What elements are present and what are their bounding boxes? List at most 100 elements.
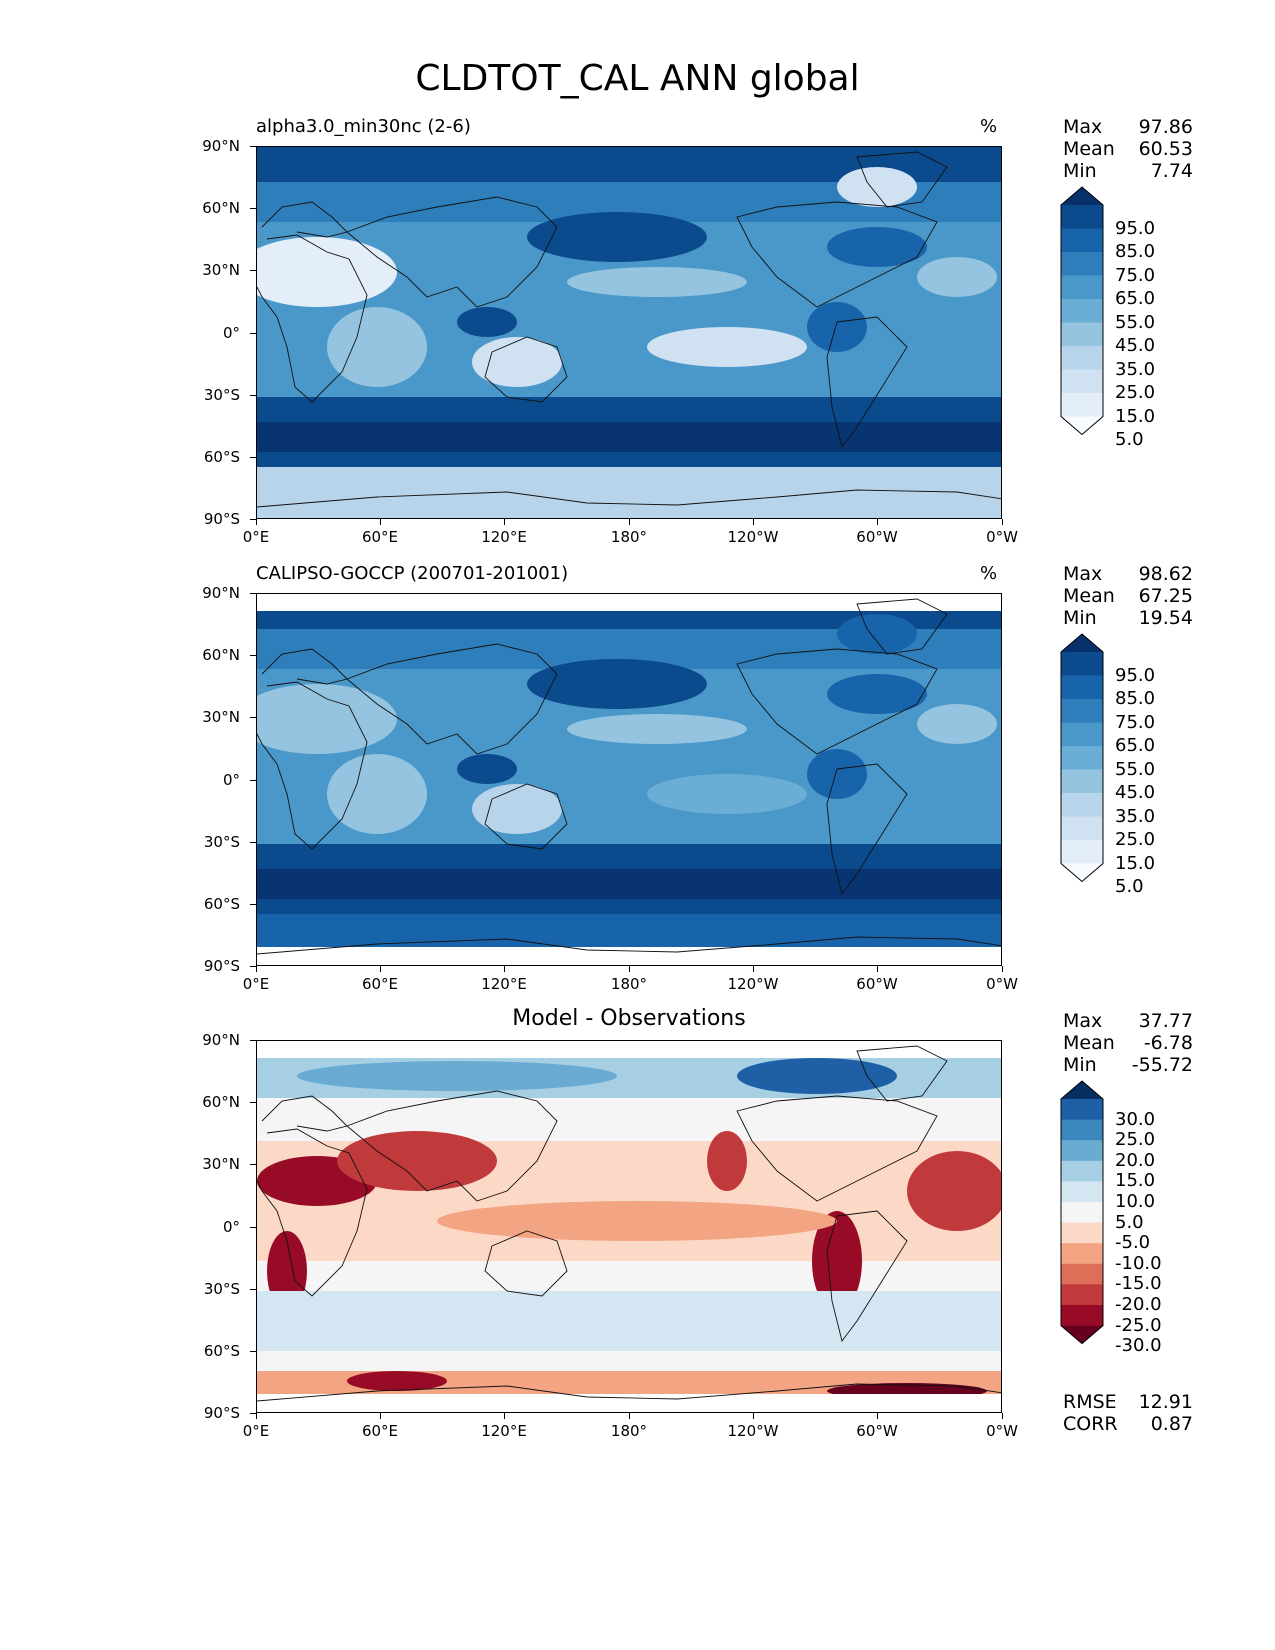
lat-tick [250, 457, 256, 458]
colorbar-label: 35.0 [1115, 805, 1156, 827]
map-field-model [257, 147, 1001, 518]
lat-tick-label: 60°S [203, 895, 240, 913]
lat-tick-label: 60°S [203, 1342, 240, 1360]
colorbar-label: -15.0 [1115, 1273, 1162, 1295]
colorbar-segment [1061, 652, 1103, 676]
colorbar-label: -5.0 [1115, 1232, 1151, 1254]
lat-tick [250, 1289, 256, 1290]
lat-tick-label: 60°S [203, 448, 240, 466]
lat-tick [250, 146, 256, 147]
lon-tick [1002, 1413, 1003, 1419]
lon-tick [877, 519, 878, 525]
lat-tick-label: 90°S [203, 510, 240, 528]
lat-tick [250, 717, 256, 718]
colorbar-label: 75.0 [1115, 264, 1156, 286]
colorbar-model [1060, 186, 1104, 436]
lon-tick-label: 0°W [986, 528, 1018, 546]
lat-tick-label: 60°N [202, 199, 240, 217]
lon-tick-label: 120°E [481, 1422, 527, 1440]
lon-tick-label: 180° [610, 528, 648, 546]
stats-model: Max 97.86 Mean 60.53 Min 7.74 [1063, 116, 1193, 182]
colorbar-label: 35.0 [1115, 358, 1156, 380]
colorbar-segment [1061, 1140, 1103, 1162]
colorbar-segment [1061, 275, 1103, 300]
lat-tick [250, 779, 256, 781]
lon-tick [1002, 519, 1003, 525]
colorbar-obs [1060, 633, 1104, 883]
units-label: % [980, 116, 998, 137]
colorbar-extend-top [1061, 1081, 1103, 1099]
lon-tick-label: 120°W [727, 975, 779, 993]
colorbar-segment [1061, 346, 1103, 370]
colorbar-segment [1061, 1222, 1103, 1244]
colorbar-segment [1061, 299, 1103, 323]
colorbar-segment [1061, 746, 1103, 770]
lon-tick-label: 60°W [856, 1422, 898, 1440]
lon-tick [753, 1413, 754, 1419]
colorbar-label: 30.0 [1115, 1108, 1156, 1130]
lat-tick [250, 270, 256, 271]
lon-tick [877, 966, 878, 972]
lat-tick [250, 1351, 256, 1352]
coastlines [257, 598, 1001, 955]
units-label: % [980, 563, 998, 584]
lat-tick-label: 90°S [203, 957, 240, 975]
panel-title-obs: CALIPSO-GOCCP (200701-201001) [256, 563, 569, 584]
lat-tick [250, 593, 256, 594]
lat-tick-label: 0° [222, 770, 240, 789]
lon-tick-label: 60°E [361, 975, 399, 993]
colorbar-segment [1061, 369, 1103, 394]
colorbar-label: 5.0 [1115, 876, 1144, 897]
colorbar-label: -10.0 [1115, 1252, 1162, 1274]
stat-value: 97.86 [1138, 116, 1193, 138]
figure-title: CLDTOT_CAL ANN global [415, 58, 860, 99]
stat-label: Max [1063, 1010, 1103, 1032]
diff-metrics: RMSE 12.91 CORR 0.87 [1063, 1391, 1193, 1435]
colorbar-label: 45.0 [1115, 335, 1156, 356]
lon-tick-label: 60°E [361, 528, 399, 546]
lon-tick-label: 120°E [481, 528, 527, 546]
colorbar-segment [1061, 699, 1103, 723]
lon-tick-label: 60°E [361, 1422, 399, 1440]
lat-tick-label: 30°S [203, 1280, 240, 1298]
colorbar-extend-top [1061, 187, 1103, 205]
colorbar-label: 85.0 [1115, 241, 1156, 262]
stat-label: Mean [1063, 138, 1115, 160]
lat-tick [250, 519, 256, 520]
stat-label: Max [1063, 563, 1103, 585]
lon-tick [256, 519, 257, 525]
lat-tick [250, 842, 256, 843]
lon-tick [256, 1413, 257, 1419]
colorbar-label: 25.0 [1115, 1129, 1156, 1151]
colorbar-segment [1061, 816, 1103, 841]
metric-label: CORR [1063, 1413, 1118, 1435]
lat-tick [250, 1040, 256, 1041]
lat-tick-label: 0° [222, 1217, 240, 1236]
colorbar-label: 75.0 [1115, 711, 1156, 733]
lon-tick-label: 0°E [242, 528, 270, 546]
colorbar-label: -25.0 [1115, 1314, 1162, 1336]
lat-tick [250, 1226, 256, 1228]
lat-tick-label: 0° [222, 323, 240, 342]
lon-tick [753, 519, 754, 525]
colorbar-segment [1061, 1160, 1103, 1182]
map-diff [256, 1040, 1002, 1413]
metric-value: 12.91 [1138, 1391, 1193, 1413]
lon-tick [629, 966, 630, 972]
colorbar-label: 65.0 [1115, 735, 1156, 756]
colorbar-label: 15.0 [1115, 1170, 1156, 1192]
colorbar-label: 55.0 [1115, 758, 1156, 780]
lon-tick [256, 966, 257, 972]
lon-tick-label: 120°W [727, 528, 779, 546]
lon-tick-label: 180° [610, 1422, 648, 1440]
colorbar-label: 55.0 [1115, 311, 1156, 333]
stat-label: Min [1063, 607, 1097, 629]
lon-tick-label: 0°E [242, 975, 270, 993]
lon-tick [380, 1413, 381, 1419]
colorbar-segment [1061, 840, 1103, 864]
colorbar-label: 15.0 [1115, 405, 1156, 427]
stats-diff: Max 37.77 Mean -6.78 Min -55.72 [1063, 1010, 1193, 1076]
map-field-obs [257, 594, 1001, 965]
colorbar-segment [1061, 793, 1103, 817]
lon-tick [504, 519, 505, 525]
